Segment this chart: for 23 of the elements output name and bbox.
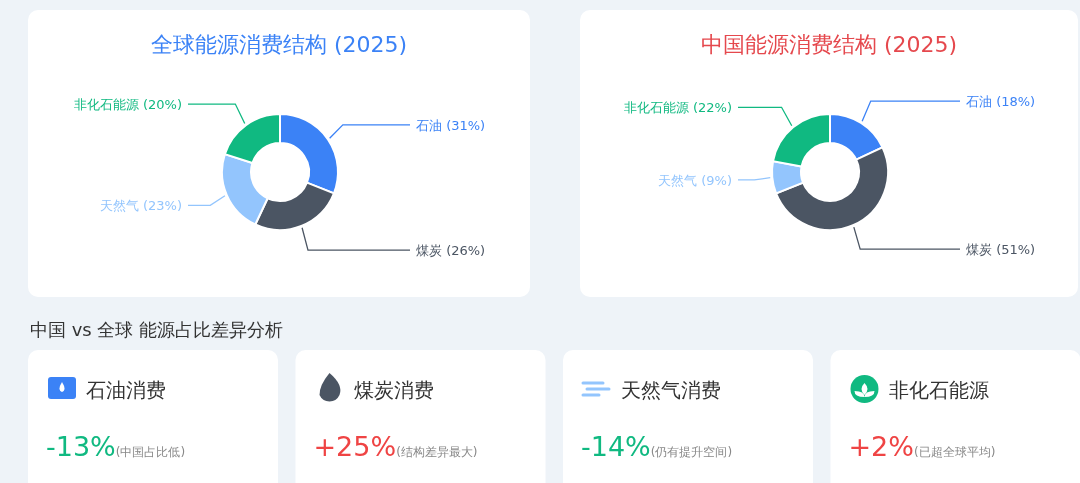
- slice-label: 非化石能源 (22%): [623, 100, 732, 116]
- text: (结构差异最大): [396, 445, 478, 459]
- slice-label: 煤炭 (26%): [416, 243, 486, 259]
- text: 石油消费: [86, 378, 166, 402]
- text: 煤炭消费: [353, 378, 434, 402]
- text: 非化石能源: [888, 378, 989, 402]
- slice-label: 天然气 (23%): [99, 198, 182, 214]
- text: (仍有提升空间): [650, 445, 733, 459]
- slice-label: 非化石能源 (20%): [73, 97, 182, 113]
- slice-label: 石油 (18%): [966, 94, 1036, 110]
- chart-title: 全球能源消费结构 (2025): [150, 32, 408, 57]
- text: +2%: [848, 431, 914, 462]
- chart-title: 中国能源消费结构 (2025): [700, 32, 958, 57]
- text: -14%: [581, 431, 651, 462]
- text: (中国占比低): [115, 445, 186, 459]
- text: (已超全球平均): [913, 445, 996, 459]
- text: +25%: [313, 431, 397, 462]
- slice-label: 石油 (31%): [416, 117, 486, 133]
- text: 天然气消费: [621, 378, 721, 402]
- slice-label: 天然气 (9%): [658, 172, 732, 188]
- slice-label: 煤炭 (51%): [966, 242, 1036, 258]
- text: 中国 vs 全球 能源占比差异分析: [30, 319, 284, 340]
- text: -13%: [46, 431, 116, 462]
